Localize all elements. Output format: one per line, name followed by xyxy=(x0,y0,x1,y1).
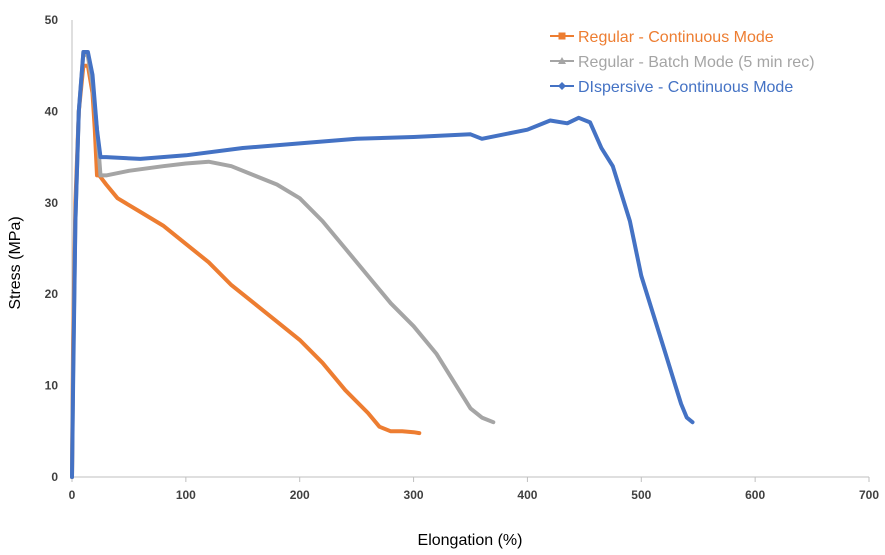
legend: Regular - Continuous Mode Regular - Batch… xyxy=(550,29,815,96)
legend-marker-triangle xyxy=(558,57,566,64)
y-axis-title: Stress (MPa) xyxy=(7,216,24,309)
x-tick-label: 500 xyxy=(631,488,651,502)
y-tick-label: 0 xyxy=(51,470,58,484)
legend-marker-square xyxy=(558,32,566,40)
y-tick-label: 50 xyxy=(45,13,59,27)
x-tick-label: 0 xyxy=(69,488,76,502)
series-line-3 xyxy=(70,50,695,479)
x-tick-label: 400 xyxy=(517,488,537,502)
x-tick-label: 700 xyxy=(859,488,879,502)
legend-label-1: Regular - Continuous Mode xyxy=(578,29,774,46)
x-axis-title: Elongation (%) xyxy=(418,532,523,549)
legend-label-2: Regular - Batch Mode (5 min rec) xyxy=(578,54,815,71)
y-tick-label: 30 xyxy=(45,196,59,210)
series-line-1 xyxy=(70,63,422,479)
series-lines xyxy=(70,50,695,479)
x-tick-label: 100 xyxy=(176,488,196,502)
y-tick-label: 20 xyxy=(45,287,59,301)
y-tick-label: 40 xyxy=(45,104,59,118)
x-tick-label: 200 xyxy=(290,488,310,502)
x-tick-label: 600 xyxy=(745,488,765,502)
legend-label-3: DIspersive - Continuous Mode xyxy=(578,79,793,96)
x-tick-label: 300 xyxy=(404,488,424,502)
series-line-2 xyxy=(70,50,496,479)
legend-marker-diamond xyxy=(558,82,566,90)
y-tick-label: 10 xyxy=(45,379,59,393)
